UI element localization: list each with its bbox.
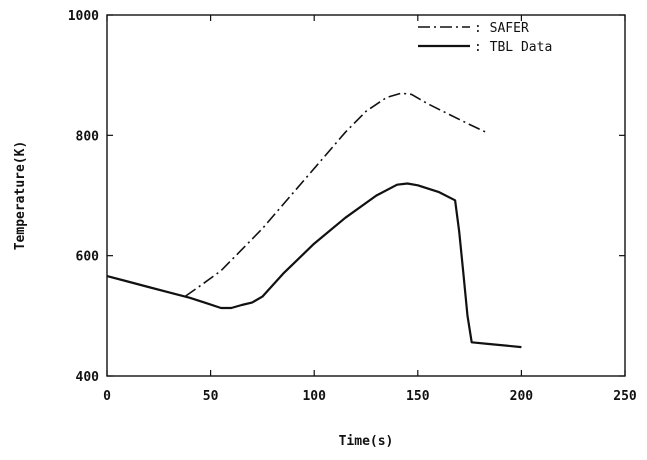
x-tick-label: 250 (613, 389, 637, 404)
x-axis-title: Time(s) (339, 434, 394, 449)
plot-frame-group (106, 14, 626, 377)
ticks-group: 0 50 100 150 200 250 400 600 800 1000 (68, 9, 637, 404)
series-line-safer (185, 92, 487, 297)
y-tick-label: 400 (76, 370, 100, 385)
y-tick-label: 800 (76, 129, 100, 144)
legend: : SAFER : TBL Data (418, 21, 552, 55)
series-group (106, 92, 522, 349)
x-tick-label: 100 (302, 389, 326, 404)
y-tick-label: 1000 (68, 9, 99, 24)
x-tick-label: 150 (406, 389, 430, 404)
y-axis-title: Temperature(K) (13, 141, 28, 251)
y-tick-label: 600 (76, 250, 100, 265)
x-tick-label: 200 (510, 389, 534, 404)
legend-label-tbl-data: : TBL Data (474, 40, 552, 55)
series-line-tbl-data (106, 182, 522, 349)
x-tick-label: 50 (203, 389, 219, 404)
plot-frame (106, 14, 626, 377)
legend-label-safer: : SAFER (474, 21, 529, 36)
x-tick-label: 0 (103, 389, 111, 404)
